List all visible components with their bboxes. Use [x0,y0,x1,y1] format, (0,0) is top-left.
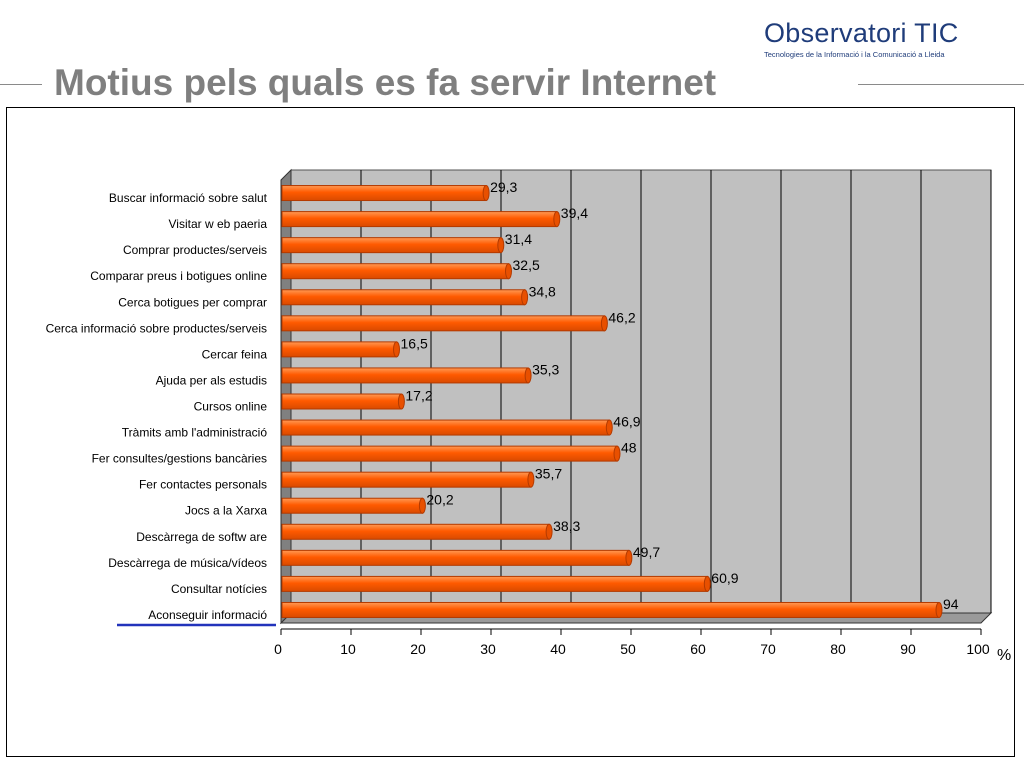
value-label: 35,3 [532,361,559,377]
bar-end-cap [418,497,426,514]
category-label: Cerca informació sobre productes/serveis [46,321,267,335]
category-label: Descàrrega de softw are [136,530,267,544]
bar-end-cap [600,315,608,332]
x-tick-label: 60 [690,641,706,657]
bar-end-cap [521,289,529,306]
value-label: 94 [943,596,959,612]
category-label: Consultar notícies [171,582,267,596]
x-tick-label: 40 [550,641,566,657]
bar-end-cap [703,575,711,592]
bar-end-cap [553,211,561,228]
bar-end-cap [505,263,512,280]
bar-end-cap [625,549,633,566]
category-label: Ajuda per als estudis [156,373,267,387]
bar-end-cap [393,341,400,358]
category-label: Fer consultes/gestions bancàries [92,452,267,466]
logo-title: Observatori TIC [764,18,959,48]
bar-end-cap [497,237,505,254]
value-label: 48 [621,440,637,456]
category-label: Fer contactes personals [139,478,267,492]
value-label: 16,5 [401,335,428,351]
category-label: Comparar preus i botigues online [90,269,267,283]
category-label: Descàrrega de música/vídeos [108,556,267,570]
chart-frame [6,107,1015,757]
x-tick-label: 50 [620,641,636,657]
value-label: 46,2 [608,309,635,325]
category-label: Aconseguir informació [148,608,267,622]
value-label: 32,5 [513,257,540,273]
value-label: 20,2 [426,492,453,508]
bar [281,445,618,462]
category-label: Visitar w eb paeria [169,217,268,231]
category-label: Cursos online [194,400,268,414]
bar [281,237,502,254]
bar-end-cap [524,367,532,384]
value-label: 60,9 [711,570,738,586]
bar [281,601,940,618]
logo-subtitle: Tecnologies de la Informació i la Comuni… [764,50,945,59]
category-label: Cercar feina [202,347,268,361]
value-label: 34,8 [529,283,556,299]
value-label: 29,3 [490,179,517,195]
bar [281,419,610,436]
bar-end-cap [935,601,943,618]
bar-end-cap [397,393,405,410]
title-rule-left [0,84,42,85]
value-label: 49,7 [633,544,660,560]
value-label: 38,3 [553,518,580,534]
x-tick-label: 90 [900,641,916,657]
bar [281,185,487,202]
x-tick-label: 10 [340,641,356,657]
category-label: Comprar productes/serveis [123,243,267,257]
bar [281,393,402,410]
x-tick-label: 80 [830,641,846,657]
category-label: Cerca botigues per comprar [118,295,267,309]
x-tick-label: 20 [410,641,426,657]
x-axis-unit: % [997,647,1011,664]
value-label: 17,2 [405,388,432,404]
title-rule-right [858,84,1024,85]
bar-end-cap [527,471,535,488]
x-tick-label: 100 [966,641,990,657]
bar-end-cap [482,185,490,202]
page-title: Motius pels quals es fa servir Internet [54,62,717,103]
x-tick-label: 0 [274,641,282,657]
category-label: Buscar informació sobre salut [109,191,268,205]
value-label: 35,7 [535,466,562,482]
bar [281,367,529,384]
value-label: 46,9 [613,414,640,430]
x-tick-label: 70 [760,641,776,657]
value-label: 39,4 [561,205,588,221]
bar [281,549,630,566]
bar [281,263,509,280]
category-label: Jocs a la Xarxa [185,504,267,518]
bar [281,211,558,228]
x-tick-label: 30 [480,641,496,657]
value-label: 31,4 [505,231,532,247]
bar [281,315,605,332]
bar-end-cap [545,523,553,540]
observatori-tic-logo: Observatori TIC Tecnologies de la Inform… [764,18,994,59]
category-label: Tràmits amb l'administració [122,426,268,440]
bar-end-cap [605,419,613,436]
bar [281,471,532,488]
bar [281,341,397,358]
bar [281,523,550,540]
bar [281,575,708,592]
bar [281,289,526,306]
bar-end-cap [613,445,621,462]
bar [281,497,423,514]
